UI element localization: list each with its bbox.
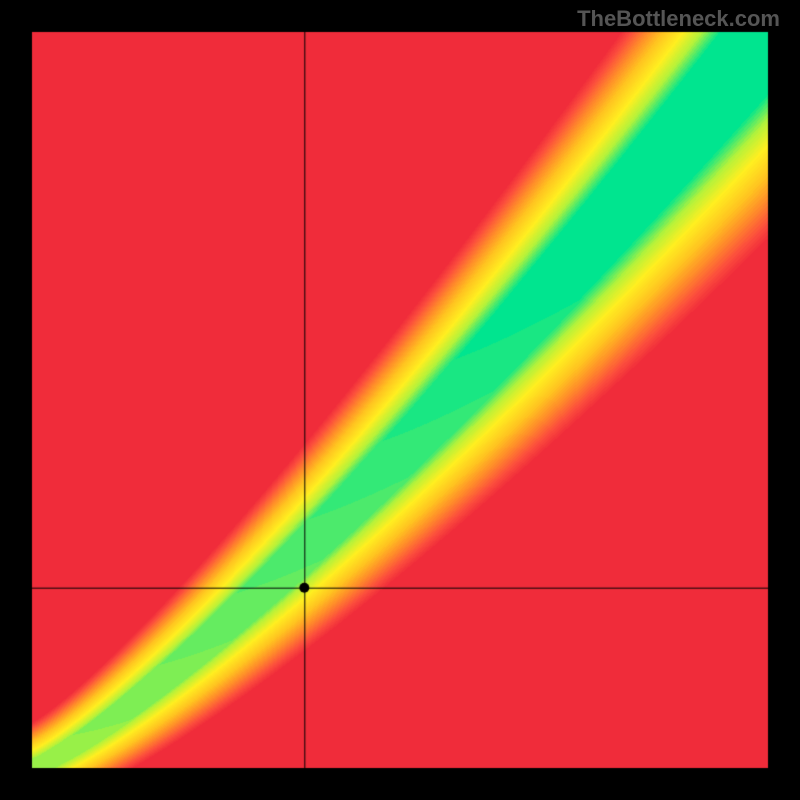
watermark-text: TheBottleneck.com: [577, 6, 780, 32]
bottleneck-heatmap: [0, 0, 800, 800]
chart-container: TheBottleneck.com: [0, 0, 800, 800]
